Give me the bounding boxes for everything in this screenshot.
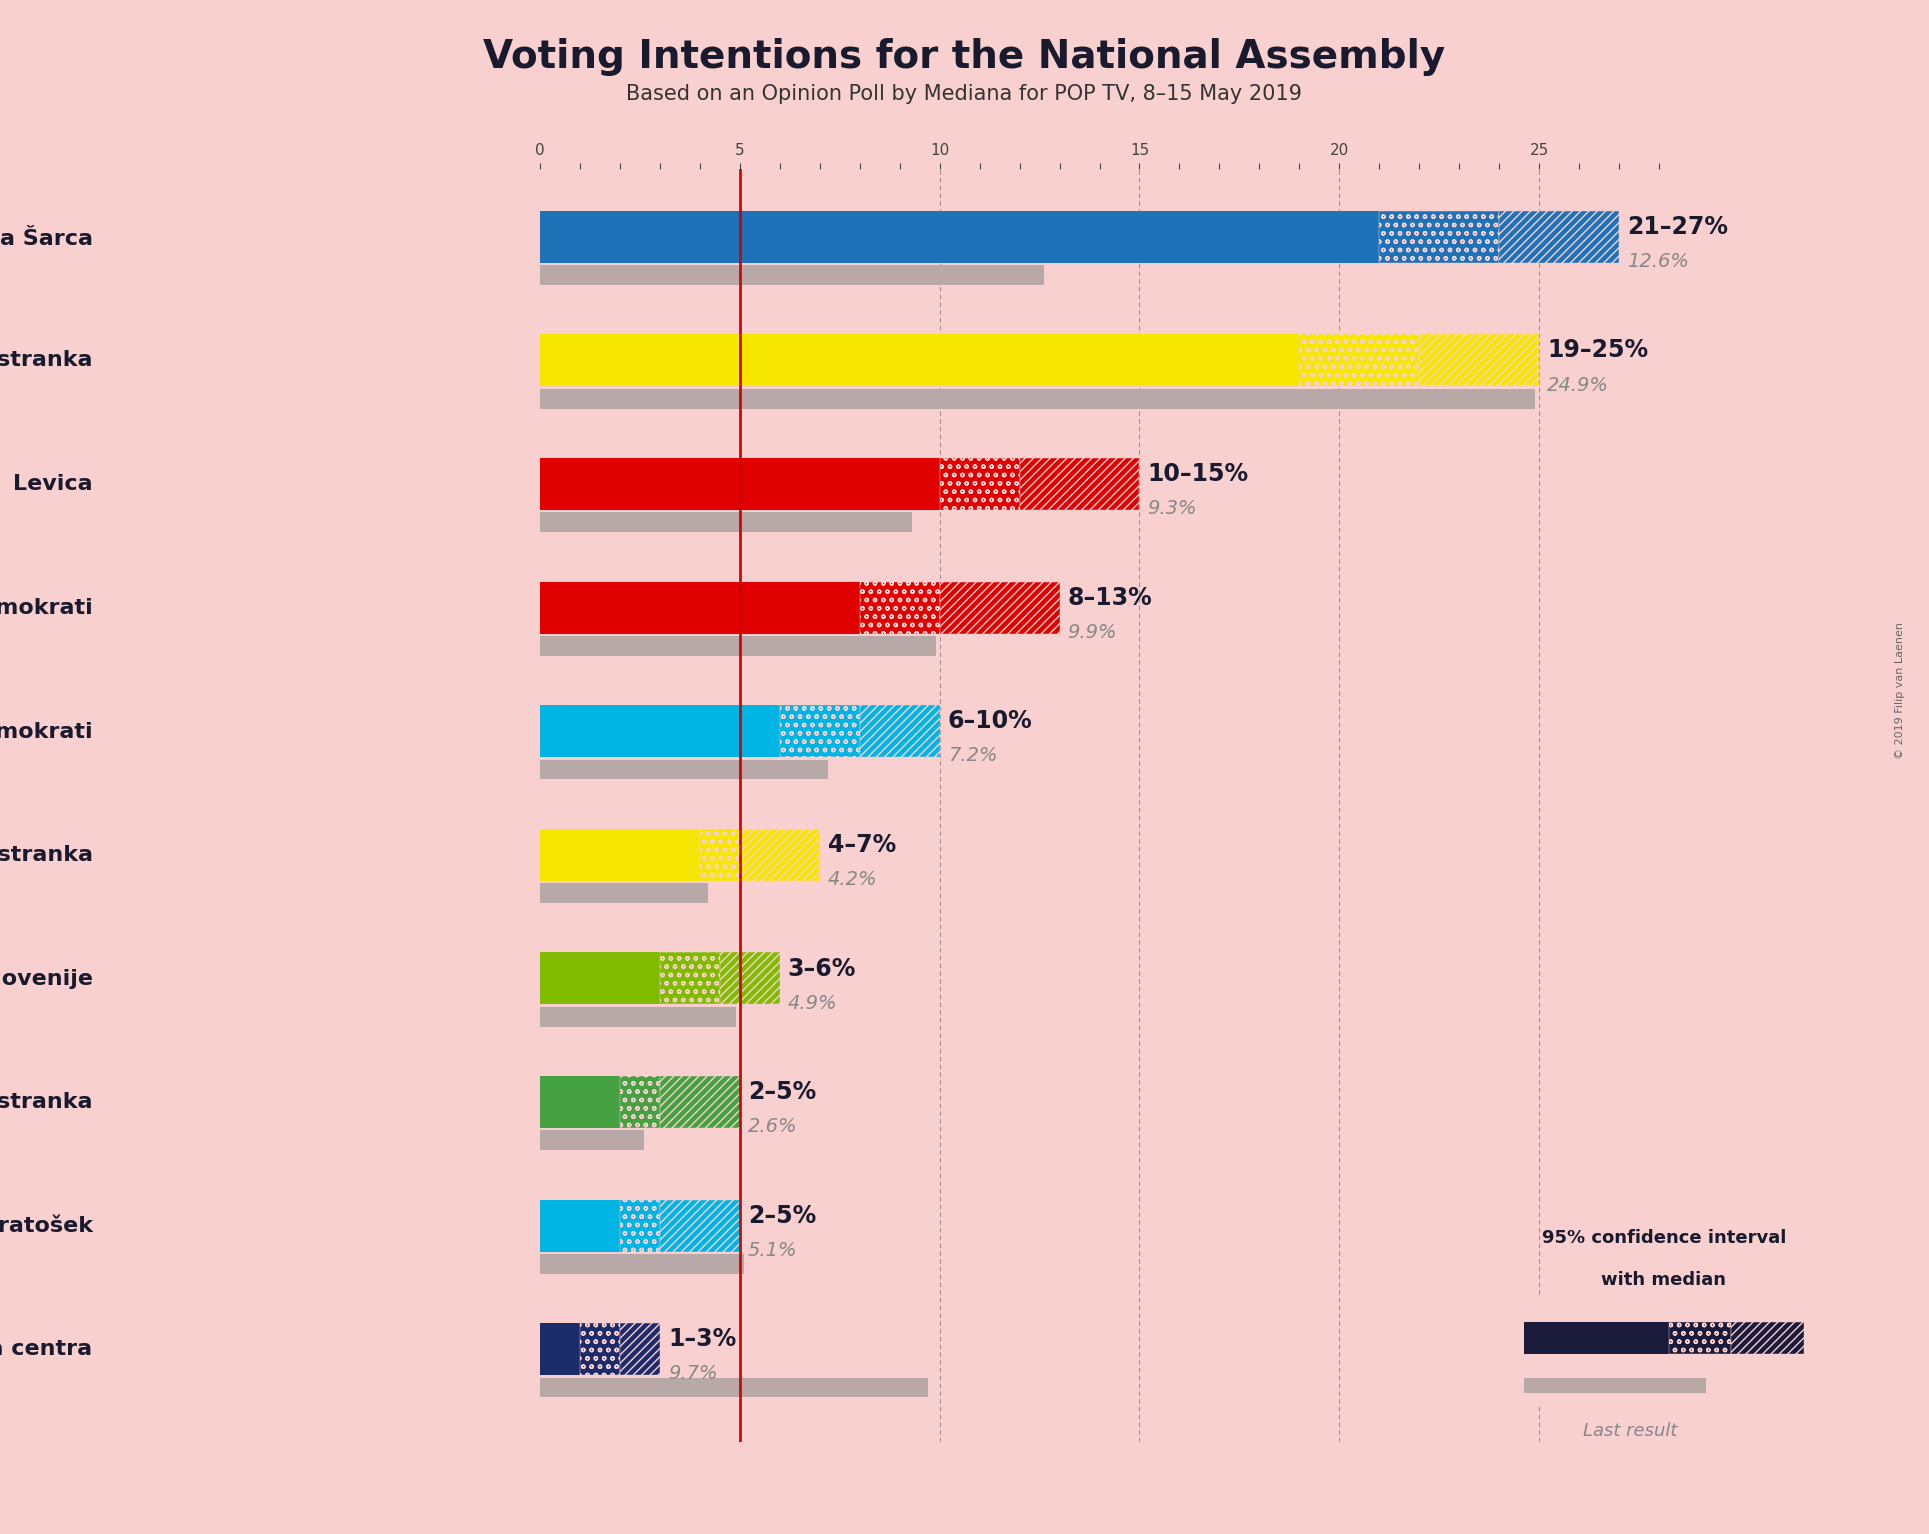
Bar [619, 1324, 660, 1374]
Text: 9.3%: 9.3% [1148, 499, 1198, 518]
Text: 12.6%: 12.6% [1626, 252, 1690, 272]
Text: 2.6%: 2.6% [748, 1117, 797, 1137]
Text: 4–7%: 4–7% [828, 833, 897, 858]
Bar [540, 1324, 581, 1374]
Text: 5.1%: 5.1% [748, 1241, 797, 1259]
Bar [540, 828, 700, 881]
Text: 8–13%: 8–13% [1067, 586, 1152, 609]
Bar [540, 334, 1300, 387]
Text: Stranka modernega centra: Stranka modernega centra [0, 1339, 93, 1359]
Bar [700, 828, 741, 881]
Text: 6–10%: 6–10% [947, 709, 1032, 733]
Bar [1524, 1322, 1669, 1355]
Bar [540, 1378, 928, 1397]
Text: 2–5%: 2–5% [748, 1080, 816, 1104]
Text: Stranka Alenke Bratošek: Stranka Alenke Bratošek [0, 1215, 93, 1235]
Text: 4.2%: 4.2% [828, 870, 878, 890]
Bar [540, 637, 936, 655]
Bar [1300, 334, 1420, 387]
Text: 9.7%: 9.7% [667, 1364, 718, 1384]
Bar [741, 828, 820, 881]
Text: © 2019 Filip van Laenen: © 2019 Filip van Laenen [1894, 621, 1906, 759]
Bar [540, 512, 912, 532]
Bar [860, 706, 939, 758]
Bar [660, 1200, 741, 1252]
Text: 95% confidence interval: 95% confidence interval [1541, 1229, 1786, 1247]
Bar [619, 1200, 660, 1252]
Bar [540, 1131, 644, 1150]
Text: 2–5%: 2–5% [748, 1204, 816, 1227]
Bar [1524, 1378, 1705, 1393]
Text: Nova Slovenija–Krščanski demokrati: Nova Slovenija–Krščanski demokrati [0, 721, 93, 742]
Bar [540, 581, 860, 634]
Bar [660, 953, 720, 1005]
Bar [540, 459, 939, 509]
Text: with median: with median [1601, 1270, 1726, 1289]
Bar [540, 1075, 619, 1127]
Bar [939, 459, 1020, 509]
Text: 24.9%: 24.9% [1547, 376, 1609, 394]
Bar [1730, 1322, 1804, 1355]
Bar [540, 388, 1535, 408]
Text: 10–15%: 10–15% [1148, 462, 1248, 486]
Text: Last result: Last result [1584, 1422, 1678, 1440]
Text: 7.2%: 7.2% [947, 747, 997, 765]
Bar [1669, 1322, 1730, 1355]
Bar [860, 581, 939, 634]
Text: 3–6%: 3–6% [787, 957, 856, 980]
Bar [779, 706, 860, 758]
Bar [581, 1324, 619, 1374]
Bar [540, 1006, 737, 1026]
Bar [1020, 459, 1140, 509]
Text: Socialni demokrati: Socialni demokrati [0, 598, 93, 618]
Text: Slovenska ljudska stranka: Slovenska ljudska stranka [0, 1092, 93, 1112]
Bar [540, 706, 779, 758]
Bar [540, 1255, 745, 1273]
Bar [1379, 210, 1499, 262]
Bar [939, 581, 1059, 634]
Text: Slovenska demokratska stranka: Slovenska demokratska stranka [0, 350, 93, 370]
Bar [619, 1075, 660, 1127]
Bar [540, 1200, 619, 1252]
Bar [1499, 210, 1618, 262]
Text: Voting Intentions for the National Assembly: Voting Intentions for the National Assem… [484, 38, 1445, 77]
Text: Lista Marjana Šarca: Lista Marjana Šarca [0, 224, 93, 249]
Bar [540, 884, 708, 904]
Text: 9.9%: 9.9% [1067, 623, 1117, 641]
Text: 4.9%: 4.9% [787, 994, 837, 1012]
Bar [540, 759, 828, 779]
Text: Demokratična stranka upokojencev Slovenije: Demokratična stranka upokojencev Sloveni… [0, 968, 93, 989]
Text: Based on an Opinion Poll by Mediana for POP TV, 8–15 May 2019: Based on an Opinion Poll by Mediana for … [627, 84, 1302, 104]
Text: 19–25%: 19–25% [1547, 339, 1647, 362]
Text: 21–27%: 21–27% [1626, 215, 1728, 239]
Text: Levica: Levica [14, 474, 93, 494]
Bar [1420, 334, 1539, 387]
Text: Slovenska nacionalna stranka: Slovenska nacionalna stranka [0, 845, 93, 865]
Bar [540, 953, 660, 1005]
Bar [540, 210, 1379, 262]
Bar [540, 265, 1044, 285]
Text: 1–3%: 1–3% [667, 1327, 737, 1351]
Bar [660, 1075, 741, 1127]
Bar [720, 953, 779, 1005]
